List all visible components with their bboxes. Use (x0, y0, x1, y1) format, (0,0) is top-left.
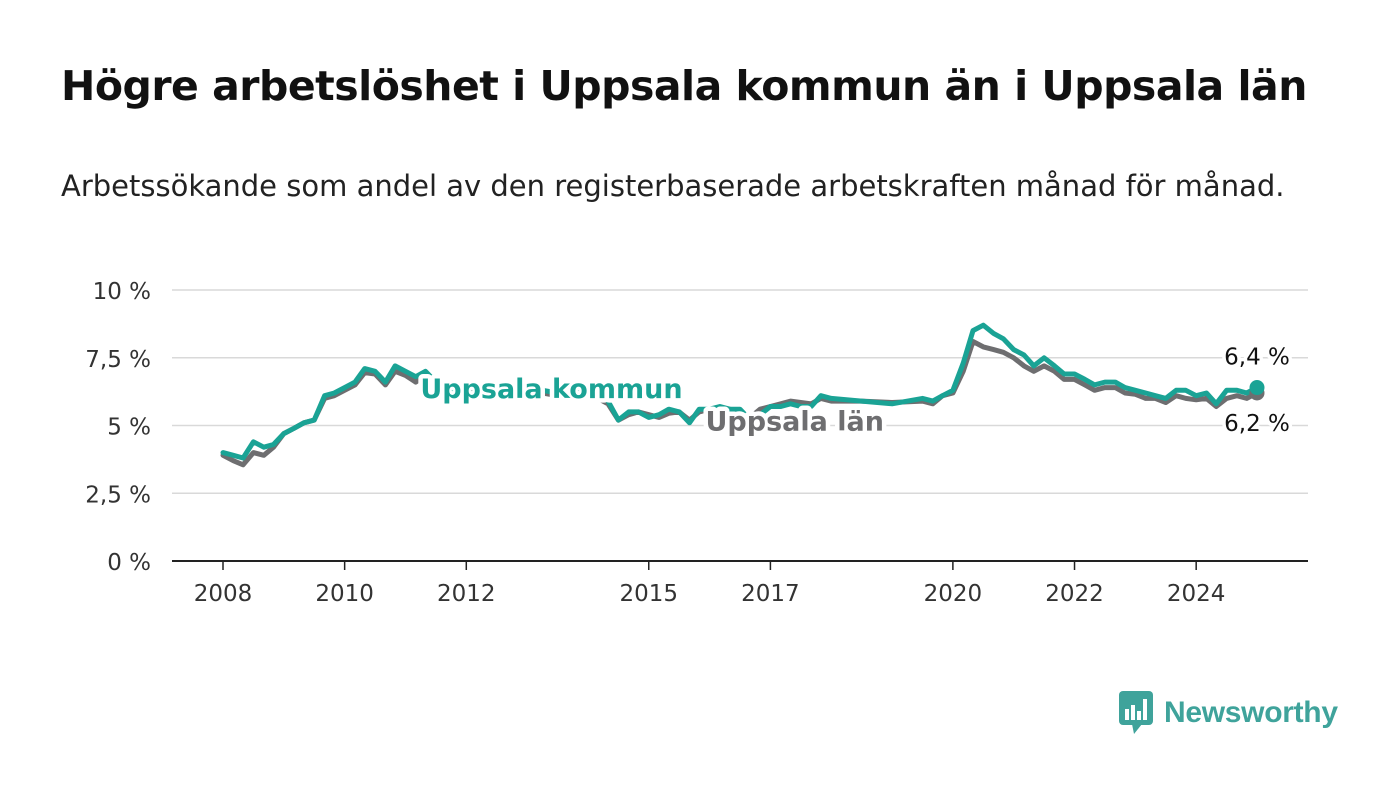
x-tick-label: 2024 (1167, 581, 1226, 607)
x-tick-label: 2010 (315, 581, 374, 607)
y-tick-label: 7,5 % (85, 347, 151, 373)
x-tick-label: 2012 (437, 581, 496, 607)
newsworthy-logo: Newsworthy (1118, 690, 1338, 736)
newsworthy-bar-chart-icon (1119, 691, 1153, 734)
x-tick-label: 2017 (741, 581, 800, 607)
series-label-halo: Uppsala län (706, 406, 884, 437)
series-label: Uppsala län (706, 406, 884, 437)
end-label-halo: 6,4 % (1224, 345, 1290, 371)
end-point (1249, 380, 1265, 396)
chart-title: Högre arbetslöshet i Uppsala kommun än i… (61, 62, 1307, 110)
x-tick-label: 2022 (1045, 581, 1104, 607)
y-tick-label: 0 % (107, 550, 151, 576)
y-tick-label: 2,5 % (85, 482, 151, 508)
end-label-halo: 6,2 % (1224, 411, 1290, 437)
chart-subtitle: Arbetssökande som andel av den registerb… (61, 169, 1285, 203)
series-label-halo: Uppsala kommun (420, 374, 682, 405)
brand-name: Newsworthy (1164, 696, 1338, 729)
series-line-uppsala-kommun (220, 322, 1260, 461)
x-tick-label: 2020 (924, 581, 983, 607)
end-label: 6,4 % (1224, 345, 1290, 371)
end-label: 6,2 % (1224, 411, 1290, 437)
series-line-uppsala-län (220, 339, 1260, 468)
x-tick-label: 2008 (194, 581, 253, 607)
y-tick-label: 5 % (107, 415, 151, 441)
y-tick-label: 10 % (93, 279, 151, 305)
x-tick-label: 2015 (619, 581, 678, 607)
series-label: Uppsala kommun (420, 374, 682, 405)
